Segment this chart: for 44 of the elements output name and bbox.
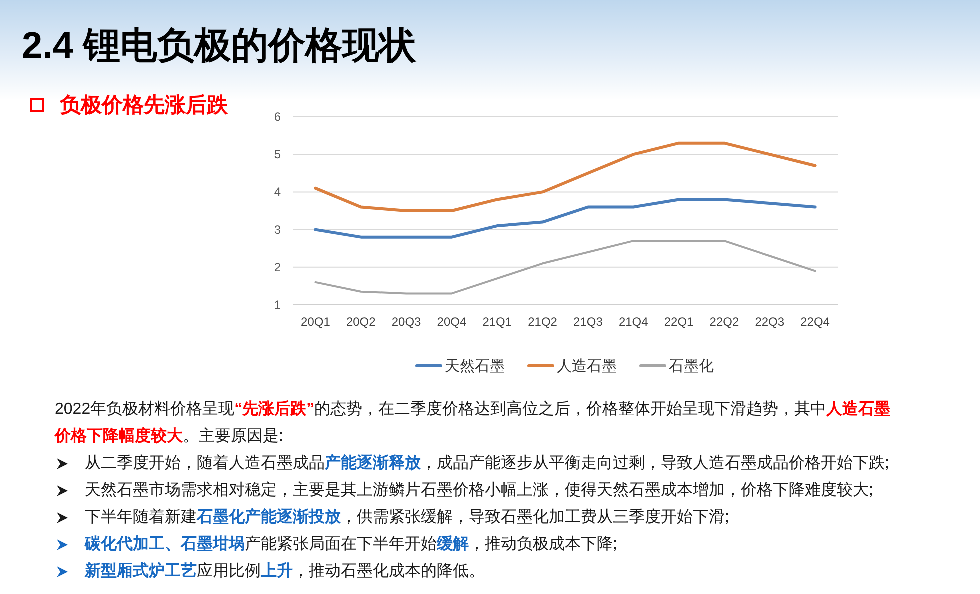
legend-label: 石墨化 [669,358,714,375]
chart-title: 2.4 锂电负极的价格现状 [22,25,417,66]
x-tick-label: 21Q2 [528,315,558,329]
text: 上升 [261,563,293,580]
x-tick-label: 20Q2 [346,315,376,329]
y-tick-label: 4 [274,185,282,200]
text: ，成品产能逐步从平衡走向过剩，导致人造石墨成品价格开始下跌; [421,455,890,472]
text: 。主要原因是: [183,428,284,445]
text: ，供需紧张缓解，导致石墨化加工费从三季度开始下滑; [341,509,730,526]
text: 产能紧张局面在下半年开始 [245,536,437,553]
x-tick-label: 22Q4 [800,315,830,329]
text: 缓解 [437,536,469,553]
text: 人造石墨 [826,401,891,418]
text: 从二季度开始，随着人造石墨成品 [85,455,325,472]
y-tick-label: 3 [274,222,282,237]
x-tick-label: 21Q1 [482,315,512,329]
text: ，推动石墨化成本的降低。 [293,563,485,580]
text: 新型厢式炉工艺 [85,563,197,580]
y-tick-label: 5 [274,148,282,162]
x-tick-label: 22Q3 [755,315,785,329]
text: 的态势，在二季度价格达到高位之后，价格整体开始呈现下滑趋势，其中 [314,401,827,418]
x-tick-label: 20Q3 [392,315,422,329]
text: ，推动负极成本下降; [469,536,618,553]
x-tick-label: 22Q2 [710,315,740,329]
x-tick-label: 21Q3 [574,315,604,329]
x-tick-label: 21Q4 [618,315,649,329]
legend-label: 天然石墨 [445,358,505,375]
y-tick-label: 1 [274,298,282,312]
chart-subtitle: 负极价格先涨后跌 [60,94,228,117]
x-tick-label: 20Q1 [301,315,331,329]
y-tick-label: 6 [274,110,282,124]
text: “先涨后跌” [234,401,315,418]
text: 天然石墨市场需求相对稳定，主要是其上游鳞片石墨价格小幅上涨，使得天然石墨成本增加，价格下降难度较大; [85,482,874,499]
text: 2022年负极材料价格呈现 [55,401,235,418]
text: 下半年随着新建 [85,509,197,526]
x-tick-label: 22Q1 [664,315,694,329]
y-tick-label: 2 [274,260,282,274]
text: 价格下降幅度较大 [55,428,183,445]
text: 应用比例 [197,563,261,580]
x-tick-label: 20Q4 [437,315,467,329]
text: 石墨化产能逐渐投放 [197,509,341,526]
legend-label: 人造石墨 [557,358,617,375]
text: 产能逐渐释放 [325,455,421,472]
text: 碳化代加工、石墨坩埚 [85,536,245,553]
